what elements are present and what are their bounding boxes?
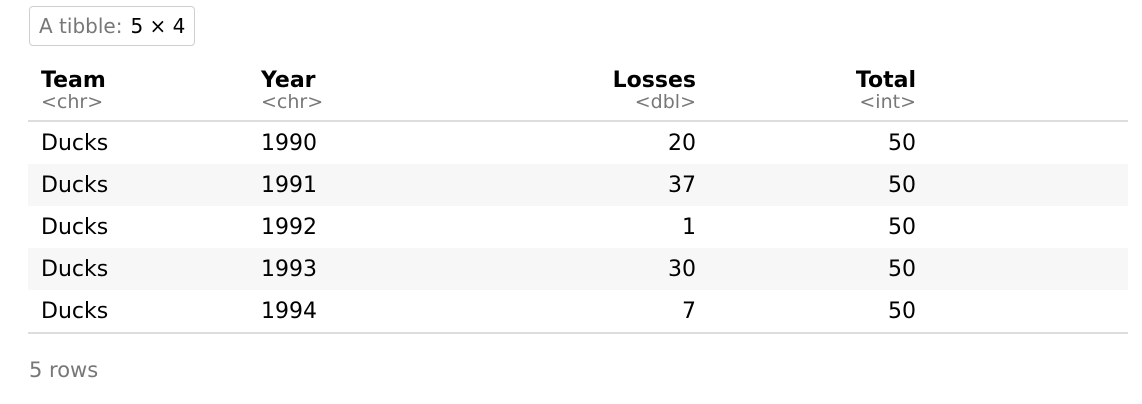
header-filler bbox=[916, 62, 1128, 122]
table-cell: 1992 bbox=[261, 214, 317, 240]
table-cell: 20 bbox=[668, 130, 696, 156]
table-row: Ducks 1994 7 50 bbox=[28, 290, 1128, 334]
column-name: Total bbox=[855, 68, 916, 93]
table-row: Ducks 1990 20 50 bbox=[28, 121, 1128, 164]
tibble-table-container: Team <chr> Year <chr> Losses <dbl> Total… bbox=[28, 62, 1128, 334]
table-row: Ducks 1992 1 50 bbox=[28, 206, 1128, 248]
table-cell: 1990 bbox=[261, 130, 317, 156]
table-cell: 7 bbox=[458, 290, 696, 334]
table-caption: A tibble: 5 × 4 bbox=[29, 6, 196, 46]
column-type: <int> bbox=[859, 91, 916, 113]
row-count-footer: 5 rows bbox=[29, 358, 99, 382]
row-filler bbox=[916, 206, 1128, 248]
row-filler bbox=[916, 121, 1128, 164]
table-cell: 1 bbox=[682, 214, 696, 240]
row-filler bbox=[916, 290, 1128, 334]
column-type: <dbl> bbox=[634, 91, 696, 113]
table-cell: 50 bbox=[696, 164, 916, 206]
tibble-table: Team <chr> Year <chr> Losses <dbl> Total… bbox=[28, 62, 1128, 334]
table-cell: 50 bbox=[696, 290, 916, 334]
table-cell: Ducks bbox=[28, 248, 248, 290]
column-header-year: Year <chr> bbox=[248, 62, 458, 122]
column-header-team: Team <chr> bbox=[28, 62, 248, 122]
table-cell: 1994 bbox=[248, 290, 458, 334]
table-cell: Ducks bbox=[41, 130, 109, 156]
column-header-total: Total <int> bbox=[696, 62, 916, 122]
table-cell: Ducks bbox=[28, 164, 248, 206]
column-type: <chr> bbox=[41, 91, 104, 113]
caption-dimensions: 5 × 4 bbox=[130, 14, 186, 38]
column-name: Year bbox=[261, 68, 316, 93]
table-cell: 50 bbox=[888, 214, 916, 240]
table-cell: 37 bbox=[458, 164, 696, 206]
table-cell: 1993 bbox=[248, 248, 458, 290]
table-row: Ducks 1991 37 50 bbox=[28, 164, 1128, 206]
table-cell: 50 bbox=[696, 248, 916, 290]
table-cell: 30 bbox=[458, 248, 696, 290]
table-cell: 1991 bbox=[248, 164, 458, 206]
header-row: Team <chr> Year <chr> Losses <dbl> Total… bbox=[28, 62, 1128, 122]
column-name: Losses bbox=[612, 68, 696, 93]
table-cell: Ducks bbox=[28, 290, 248, 334]
table-cell: 50 bbox=[888, 130, 916, 156]
column-header-losses: Losses <dbl> bbox=[458, 62, 696, 122]
row-filler bbox=[916, 248, 1128, 290]
caption-label: A tibble: bbox=[39, 14, 123, 38]
row-filler bbox=[916, 164, 1128, 206]
table-cell: Ducks bbox=[41, 214, 109, 240]
column-name: Team bbox=[41, 68, 106, 93]
table-row: Ducks 1993 30 50 bbox=[28, 248, 1128, 290]
column-type: <chr> bbox=[261, 91, 324, 113]
